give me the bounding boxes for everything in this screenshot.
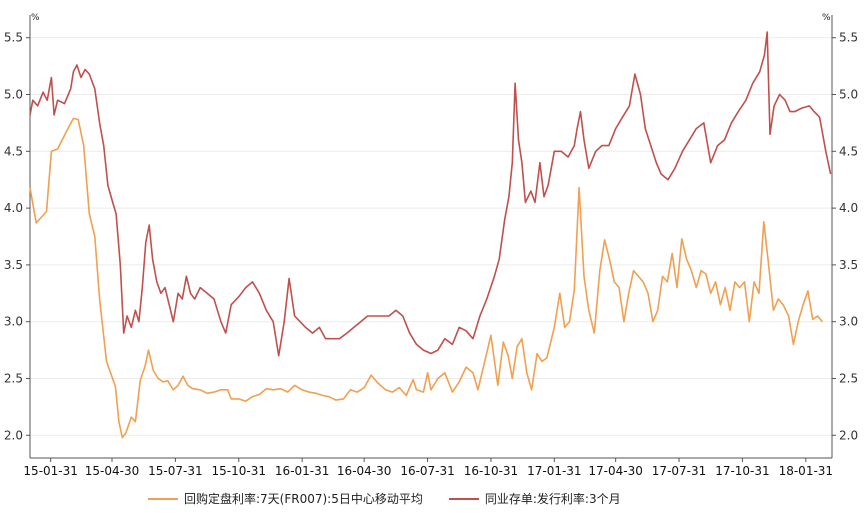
y-axis-left-ticks: 2.0 2.5 3.0 3.5 4.0 4.5 5.0 5.5 xyxy=(4,31,30,442)
y-axis-right-unit: % xyxy=(822,13,831,23)
x-axis-ticks: 15-01-31 15-04-30 15-07-31 15-10-31 16-01-31… xyxy=(23,458,833,478)
y-tick-label-left: 3.5 xyxy=(4,258,23,272)
x-tick-label: 17-04-30 xyxy=(588,464,642,478)
legend-label-ncd-3m: 同业存单:发行利率:3个月 xyxy=(484,492,621,506)
y-tick-label-left: 2.5 xyxy=(4,371,23,385)
y-axis-right-ticks: 2.0 2.5 3.0 3.5 4.0 4.5 5.0 5.5 xyxy=(832,31,858,442)
x-tick-label: 16-04-30 xyxy=(337,464,391,478)
y-tick-label-right: 4.0 xyxy=(839,201,858,215)
x-tick-label: 15-07-31 xyxy=(148,464,202,478)
x-tick-label: 15-10-31 xyxy=(212,464,266,478)
y-tick-label-right: 2.5 xyxy=(839,371,858,385)
legend: 回购定盘利率:7天(FR007):5日中心移动平均 同业存单:发行利率:3个月 xyxy=(148,490,621,507)
y-tick-label-right: 2.0 xyxy=(839,428,858,442)
x-tick-label: 15-04-30 xyxy=(85,464,139,478)
y-tick-label-left: 5.5 xyxy=(4,31,23,45)
series-lines xyxy=(29,31,832,439)
x-tick-label: 15-01-31 xyxy=(23,464,77,478)
y-axis-left-unit: % xyxy=(31,13,40,23)
x-tick-label: 16-10-31 xyxy=(464,464,518,478)
legend-swatch-fr007 xyxy=(148,497,178,500)
y-tick-label-left: 3.0 xyxy=(4,315,23,329)
y-tick-label-left: 5.0 xyxy=(4,88,23,102)
line-chart: 2.0 2.5 3.0 3.5 4.0 4.5 5.0 5.5 2.0 2.5 3.0 3.5 4.0… xyxy=(4,13,858,478)
y-tick-label-left: 4.5 xyxy=(4,144,23,158)
y-tick-label-right: 5.0 xyxy=(839,88,858,102)
y-tick-label-right: 4.5 xyxy=(839,144,858,158)
y-tick-label-right: 5.5 xyxy=(839,31,858,45)
x-tick-label: 18-01-31 xyxy=(779,464,833,478)
gridlines xyxy=(30,37,832,436)
x-tick-label: 16-01-31 xyxy=(275,464,329,478)
x-tick-label: 17-01-31 xyxy=(527,464,581,478)
y-tick-label-right: 3.5 xyxy=(839,258,858,272)
series-line-ncd-3m xyxy=(29,31,832,357)
x-tick-label: 17-10-31 xyxy=(715,464,769,478)
legend-label-fr007: 回购定盘利率:7天(FR007):5日中心移动平均 xyxy=(184,492,423,506)
legend-item-ncd-3m: 同业存单:发行利率:3个月 xyxy=(448,490,621,507)
axes xyxy=(29,15,833,459)
y-tick-label-right: 3.0 xyxy=(839,315,858,329)
y-tick-label-left: 4.0 xyxy=(4,201,23,215)
series-line-fr007 xyxy=(29,117,824,439)
y-tick-label-left: 2.0 xyxy=(4,428,23,442)
legend-swatch-ncd-3m xyxy=(448,497,479,500)
x-tick-label: 16-07-31 xyxy=(400,464,454,478)
x-tick-label: 17-07-31 xyxy=(652,464,706,478)
legend-item-fr007: 回购定盘利率:7天(FR007):5日中心移动平均 xyxy=(148,490,423,507)
